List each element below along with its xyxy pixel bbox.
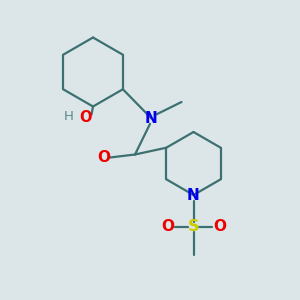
- Text: O: O: [161, 219, 174, 234]
- Text: H: H: [64, 110, 74, 124]
- Text: O: O: [79, 110, 92, 124]
- Text: O: O: [213, 219, 226, 234]
- Text: N: N: [145, 111, 158, 126]
- Text: S: S: [188, 219, 199, 234]
- Text: N: N: [187, 188, 200, 202]
- Text: O: O: [97, 150, 110, 165]
